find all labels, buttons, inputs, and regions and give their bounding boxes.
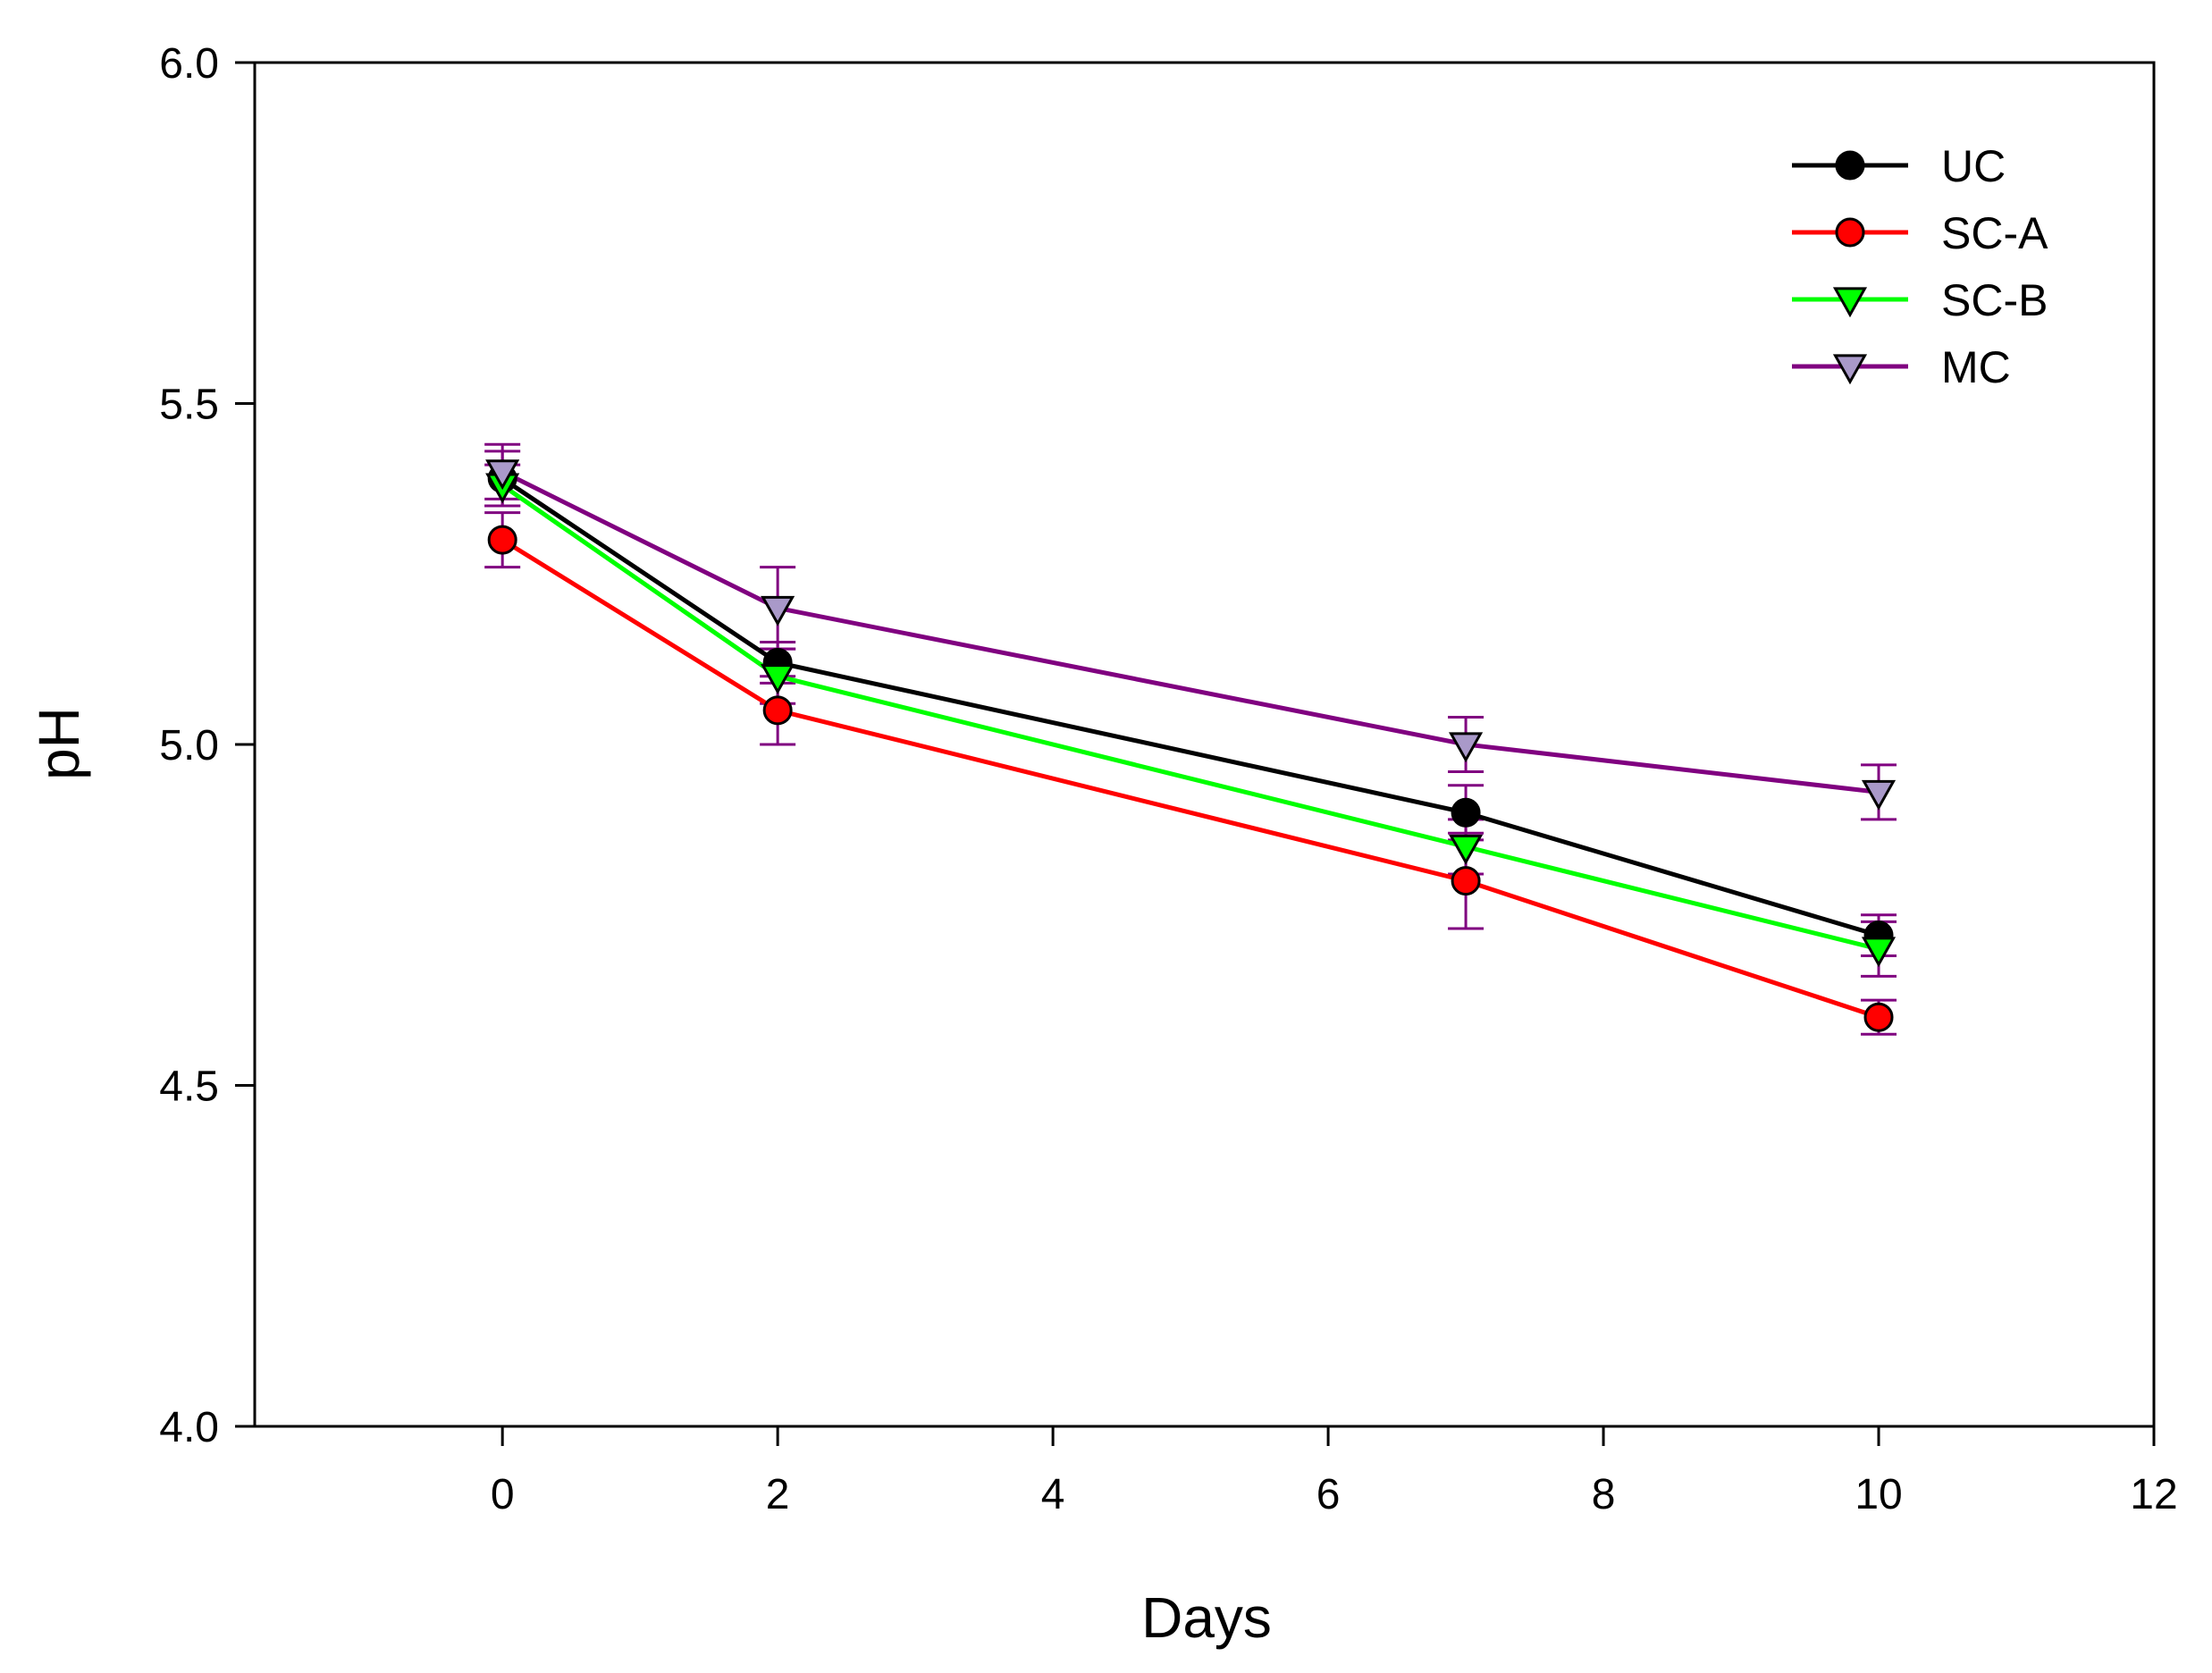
x-tick-label: 6 bbox=[1316, 1471, 1341, 1518]
legend-label-sc-b: SC-B bbox=[1941, 275, 2048, 325]
legend-marker-mc bbox=[1832, 354, 1868, 385]
legend-label-mc: MC bbox=[1941, 342, 2011, 392]
error-bars bbox=[484, 442, 1897, 1036]
data-point-sc-b bbox=[1861, 937, 1897, 968]
y-tick-label: 6.0 bbox=[159, 40, 219, 88]
series-line-uc bbox=[500, 476, 1880, 938]
x-tick-label: 4 bbox=[1041, 1471, 1065, 1518]
legend-label-uc: UC bbox=[1941, 141, 2006, 191]
plot-area bbox=[253, 61, 2156, 1428]
plot-frame bbox=[253, 61, 2156, 1428]
legend-marker-uc bbox=[1835, 150, 1865, 181]
y-axis-title: pH bbox=[27, 707, 91, 780]
series-markers bbox=[485, 459, 1897, 1032]
y-tick-label: 5.0 bbox=[159, 722, 219, 769]
series-line-sc-a bbox=[500, 537, 1880, 1020]
data-point-sc-a bbox=[1451, 866, 1481, 896]
x-axis-title: Days bbox=[1141, 1585, 1272, 1650]
x-tick-label: 2 bbox=[766, 1471, 790, 1518]
x-axis: 0 2 4 6 8 10 12 bbox=[491, 1426, 2178, 1518]
y-axis: 4.0 4.5 5.0 5.5 6.0 bbox=[159, 40, 255, 1451]
data-point-mc bbox=[485, 459, 520, 491]
x-tick-label: 8 bbox=[1592, 1471, 1616, 1518]
x-tick-label: 0 bbox=[491, 1471, 515, 1518]
data-point-sc-a bbox=[487, 525, 517, 555]
x-tick-label: 12 bbox=[2130, 1471, 2177, 1518]
y-tick-label: 5.5 bbox=[159, 382, 219, 429]
x-tick-label: 10 bbox=[1855, 1471, 1902, 1518]
data-point-uc bbox=[1451, 797, 1481, 828]
series-line-mc bbox=[501, 469, 1880, 794]
series-line-sc-b bbox=[500, 483, 1880, 952]
y-tick-label: 4.0 bbox=[159, 1404, 219, 1451]
legend-marker-sc-b bbox=[1832, 287, 1868, 318]
data-point-sc-a bbox=[762, 695, 793, 726]
data-point-mc bbox=[761, 595, 795, 626]
data-point-sc-b bbox=[761, 664, 795, 695]
legend-marker-sc-a bbox=[1835, 217, 1865, 248]
legend: UC SC-A SC-B MC bbox=[1792, 141, 2048, 392]
data-point-sc-b bbox=[1449, 834, 1484, 865]
data-point-sc-a bbox=[1863, 1002, 1894, 1032]
legend-label-sc-a: SC-A bbox=[1941, 208, 2048, 258]
data-point-mc bbox=[1861, 779, 1897, 811]
y-tick-label: 4.5 bbox=[159, 1063, 219, 1111]
series-lines bbox=[500, 469, 1880, 1020]
data-point-mc bbox=[1449, 732, 1484, 763]
